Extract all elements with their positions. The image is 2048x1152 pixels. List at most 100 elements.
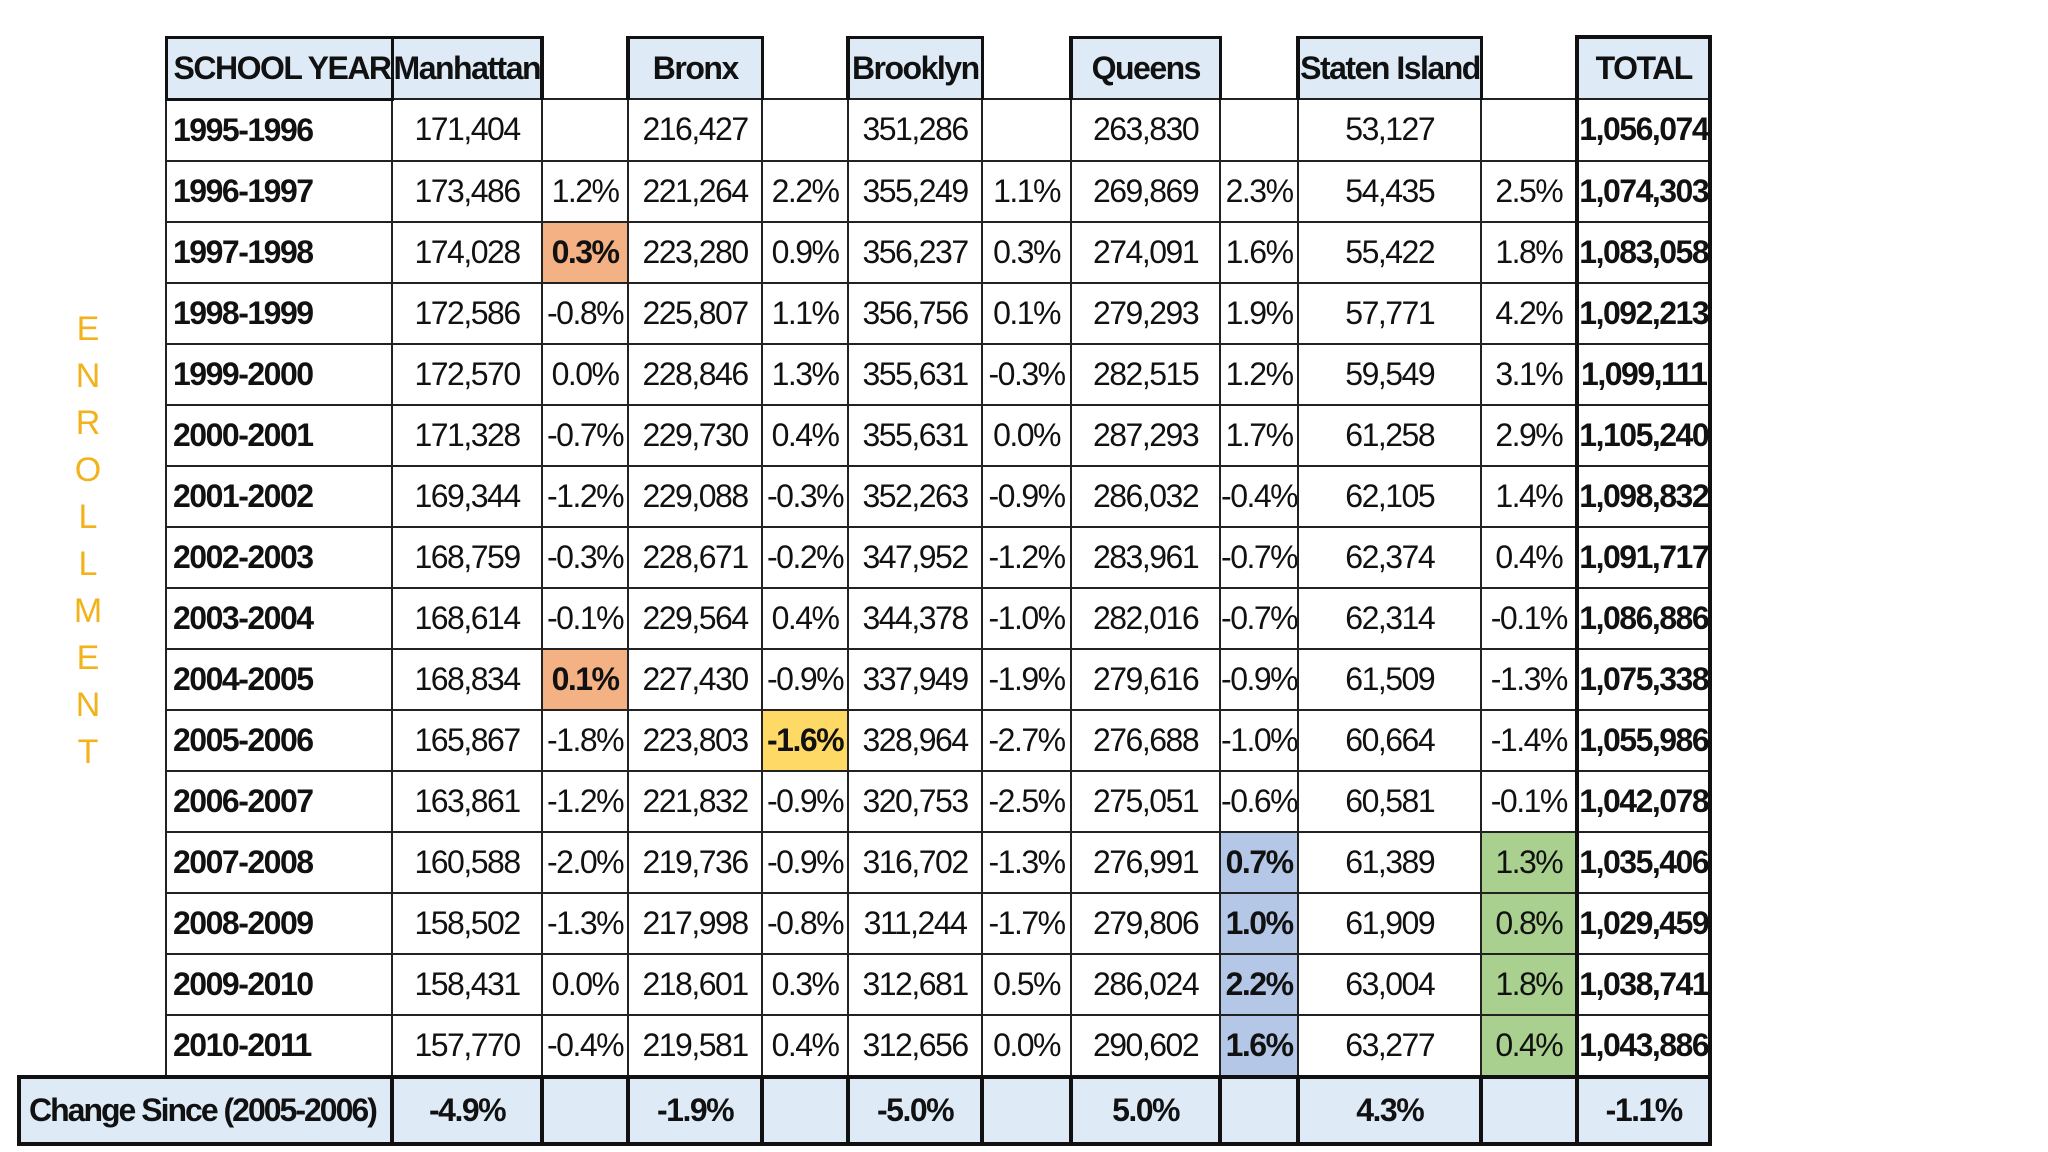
cell-manhattan: 171,328 bbox=[391, 403, 544, 467]
header-gap bbox=[542, 37, 631, 99]
blank-cell bbox=[19, 893, 166, 954]
cell-brooklyn-change: 0.3% bbox=[981, 220, 1073, 284]
blank-cell bbox=[19, 527, 166, 588]
change-blank bbox=[1479, 1074, 1580, 1146]
cell-staten-island-change-highlighted: 0.4% bbox=[1480, 1013, 1579, 1078]
header-gap bbox=[982, 37, 1074, 99]
header-gap bbox=[1481, 37, 1578, 99]
cell-staten-island: 63,004 bbox=[1297, 952, 1483, 1016]
cell-staten-island: 60,581 bbox=[1297, 769, 1483, 833]
cell-total: 1,099,111 bbox=[1575, 342, 1713, 406]
cell-school-year: 1999-2000 bbox=[164, 342, 394, 406]
header-row: SCHOOL YEAR Manhattan Bronx Brooklyn Que… bbox=[19, 35, 1713, 101]
cell-manhattan: 160,588 bbox=[391, 830, 544, 894]
blank-cell bbox=[19, 466, 166, 527]
table-row: 2007-2008 160,588 -2.0% 219,736 -0.9% 316,702… bbox=[19, 830, 1713, 894]
cell-brooklyn: 351,286 bbox=[847, 98, 984, 162]
cell-staten-island: 62,314 bbox=[1297, 586, 1483, 650]
cell-bronx-change: 1.3% bbox=[761, 342, 850, 406]
header-total: TOTAL bbox=[1575, 35, 1713, 100]
table-row: 2000-2001 171,328 -0.7% 229,730 0.4% 355,631 0… bbox=[19, 403, 1713, 467]
cell-manhattan-change: -1.3% bbox=[541, 891, 630, 955]
cell-queens-change: -0.4% bbox=[1219, 464, 1300, 528]
cell-brooklyn: 356,237 bbox=[847, 220, 984, 284]
cell-school-year: 2004-2005 bbox=[164, 647, 394, 711]
cell-total: 1,043,886 bbox=[1575, 1013, 1713, 1079]
cell-bronx-change: -0.3% bbox=[761, 464, 850, 528]
cell-queens-change: -0.7% bbox=[1219, 586, 1300, 650]
cell-queens-change: -0.7% bbox=[1219, 525, 1300, 589]
table-row: 2009-2010 158,431 0.0% 218,601 0.3% 312,681 0.… bbox=[19, 952, 1713, 1016]
cell-queens: 283,961 bbox=[1070, 525, 1222, 589]
cell-staten-island-change: 1.8% bbox=[1480, 220, 1579, 284]
blank-cell bbox=[19, 161, 166, 222]
cell-bronx-change: 0.4% bbox=[761, 403, 850, 467]
cell-school-year: 2002-2003 bbox=[164, 525, 394, 589]
cell-queens: 269,869 bbox=[1070, 159, 1222, 223]
cell-staten-island: 62,105 bbox=[1297, 464, 1483, 528]
cell-bronx: 216,427 bbox=[627, 98, 764, 162]
cell-bronx-change: 0.4% bbox=[761, 1013, 850, 1078]
cell-manhattan: 165,867 bbox=[391, 708, 544, 772]
blank-cell bbox=[19, 832, 166, 893]
cell-brooklyn: 316,702 bbox=[847, 830, 984, 894]
blank-cell bbox=[19, 1015, 166, 1077]
cell-bronx: 228,846 bbox=[627, 342, 764, 406]
blank-cell bbox=[19, 344, 166, 405]
cell-school-year: 2000-2001 bbox=[164, 403, 394, 467]
cell-staten-island-change: 2.5% bbox=[1480, 159, 1579, 223]
cell-staten-island-change: 3.1% bbox=[1480, 342, 1579, 406]
cell-total: 1,086,886 bbox=[1575, 586, 1713, 650]
change-total: -1.1% bbox=[1575, 1074, 1713, 1146]
cell-brooklyn-change: -2.5% bbox=[981, 769, 1073, 833]
header-bronx: Bronx bbox=[626, 35, 764, 100]
table-row: 1998-1999 172,586 -0.8% 225,807 1.1% 356,756 0… bbox=[19, 281, 1713, 345]
cell-brooklyn: 337,949 bbox=[847, 647, 984, 711]
blank-cell bbox=[19, 954, 166, 1015]
change-staten-island: 4.3% bbox=[1296, 1074, 1484, 1146]
cell-bronx: 223,280 bbox=[627, 220, 764, 284]
cell-manhattan: 158,431 bbox=[391, 952, 544, 1016]
cell-staten-island-change bbox=[1480, 98, 1579, 162]
cell-queens-change: -0.6% bbox=[1219, 769, 1300, 833]
cell-queens-change bbox=[1219, 98, 1300, 162]
cell-manhattan: 168,834 bbox=[391, 647, 544, 711]
table-row: 2005-2006 165,867 -1.8% 223,803 -1.6% 328,964… bbox=[19, 708, 1713, 772]
cell-brooklyn-change: 0.0% bbox=[981, 403, 1073, 467]
cell-brooklyn-change: -1.9% bbox=[981, 647, 1073, 711]
cell-staten-island: 62,374 bbox=[1297, 525, 1483, 589]
cell-total: 1,074,303 bbox=[1575, 159, 1713, 223]
cell-total: 1,056,074 bbox=[1575, 98, 1713, 162]
table-row: 1997-1998 174,028 0.3% 223,280 0.9% 356,237 0.… bbox=[19, 220, 1713, 284]
cell-brooklyn-change: -1.0% bbox=[981, 586, 1073, 650]
cell-brooklyn: 328,964 bbox=[847, 708, 984, 772]
cell-staten-island-change: -1.3% bbox=[1480, 647, 1579, 711]
cell-total: 1,091,717 bbox=[1575, 525, 1713, 589]
cell-total: 1,035,406 bbox=[1575, 830, 1713, 894]
blank-cell bbox=[19, 405, 166, 466]
cell-school-year: 2008-2009 bbox=[164, 891, 394, 955]
change-blank bbox=[760, 1074, 851, 1146]
cell-bronx: 223,803 bbox=[627, 708, 764, 772]
table-body: 1995-1996 171,404 216,427 351,286 263,830 53,… bbox=[16, 98, 1713, 1146]
enrollment-side-label: ENROLLMENT bbox=[73, 310, 103, 771]
cell-bronx-change: -0.9% bbox=[761, 769, 850, 833]
change-since-label: Change Since (2005-2006) bbox=[16, 1074, 395, 1146]
cell-staten-island-change-highlighted: 1.3% bbox=[1480, 830, 1579, 894]
cell-total: 1,055,986 bbox=[1575, 708, 1713, 772]
cell-staten-island: 61,258 bbox=[1297, 403, 1483, 467]
enrollment-table: SCHOOL YEAR Manhattan Bronx Brooklyn Que… bbox=[16, 35, 1713, 1146]
table-row: 1995-1996 171,404 216,427 351,286 263,830 53,… bbox=[19, 98, 1713, 162]
cell-manhattan: 163,861 bbox=[391, 769, 544, 833]
cell-manhattan: 169,344 bbox=[391, 464, 544, 528]
header-school-year: SCHOOL YEAR bbox=[164, 35, 394, 101]
cell-brooklyn: 347,952 bbox=[847, 525, 984, 589]
change-queens: 5.0% bbox=[1069, 1074, 1223, 1146]
change-blank bbox=[980, 1074, 1074, 1146]
cell-bronx: 221,264 bbox=[627, 159, 764, 223]
cell-bronx: 225,807 bbox=[627, 281, 764, 345]
blank-cell bbox=[19, 771, 166, 832]
cell-school-year: 2007-2008 bbox=[164, 830, 394, 894]
cell-staten-island: 53,127 bbox=[1297, 98, 1483, 162]
cell-bronx: 229,088 bbox=[627, 464, 764, 528]
